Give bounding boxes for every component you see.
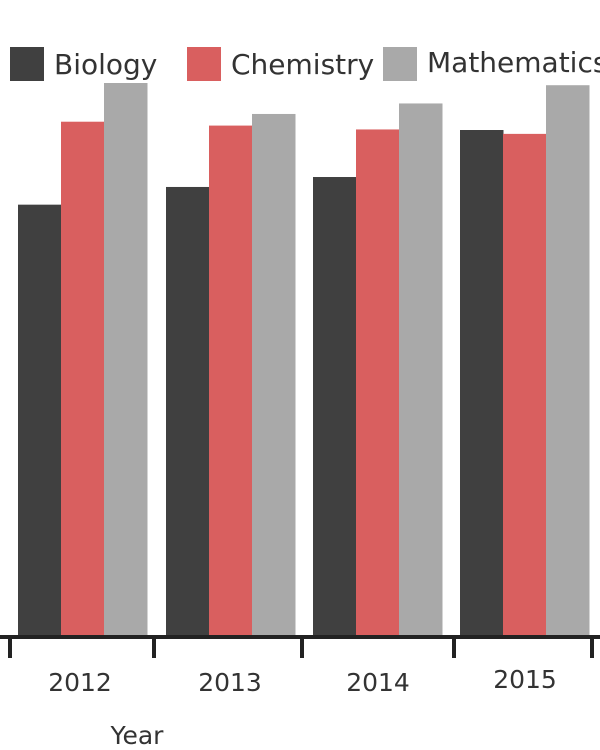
bar-mathematics-2015 [546,85,590,637]
bar-mathematics-2012 [104,83,148,636]
x-tick-label-2014: 2014 [346,668,410,697]
legend-swatch-biology [10,47,44,81]
bar-biology-2012 [18,204,62,636]
bar-chemistry-2014 [356,129,400,636]
legend-swatch-chemistry [187,47,221,81]
bar-mathematics-2013 [252,113,296,636]
bar-biology-2014 [313,177,357,636]
x-tick-label-2012: 2012 [48,668,112,697]
legend-label-chemistry: Chemistry [231,48,374,81]
bar-biology-2015 [460,130,504,636]
bar-biology-2013 [166,186,210,637]
bar-chemistry-2012 [61,121,105,636]
x-axis-ticks: 2012 2013 2014 2015 [8,637,594,697]
bars [18,83,590,637]
x-tick-label-2015: 2015 [493,665,557,694]
bar-chemistry-2013 [209,125,253,637]
legend: Biology Chemistry Mathematics [10,46,600,81]
x-axis-title: Year [110,721,165,750]
legend-swatch-mathematics [383,47,417,81]
x-tick-label-2013: 2013 [198,668,262,697]
bar-chemistry-2015 [503,133,547,636]
bar-mathematics-2014 [399,103,443,636]
legend-label-biology: Biology [54,48,157,81]
legend-label-mathematics: Mathematics [427,46,600,79]
